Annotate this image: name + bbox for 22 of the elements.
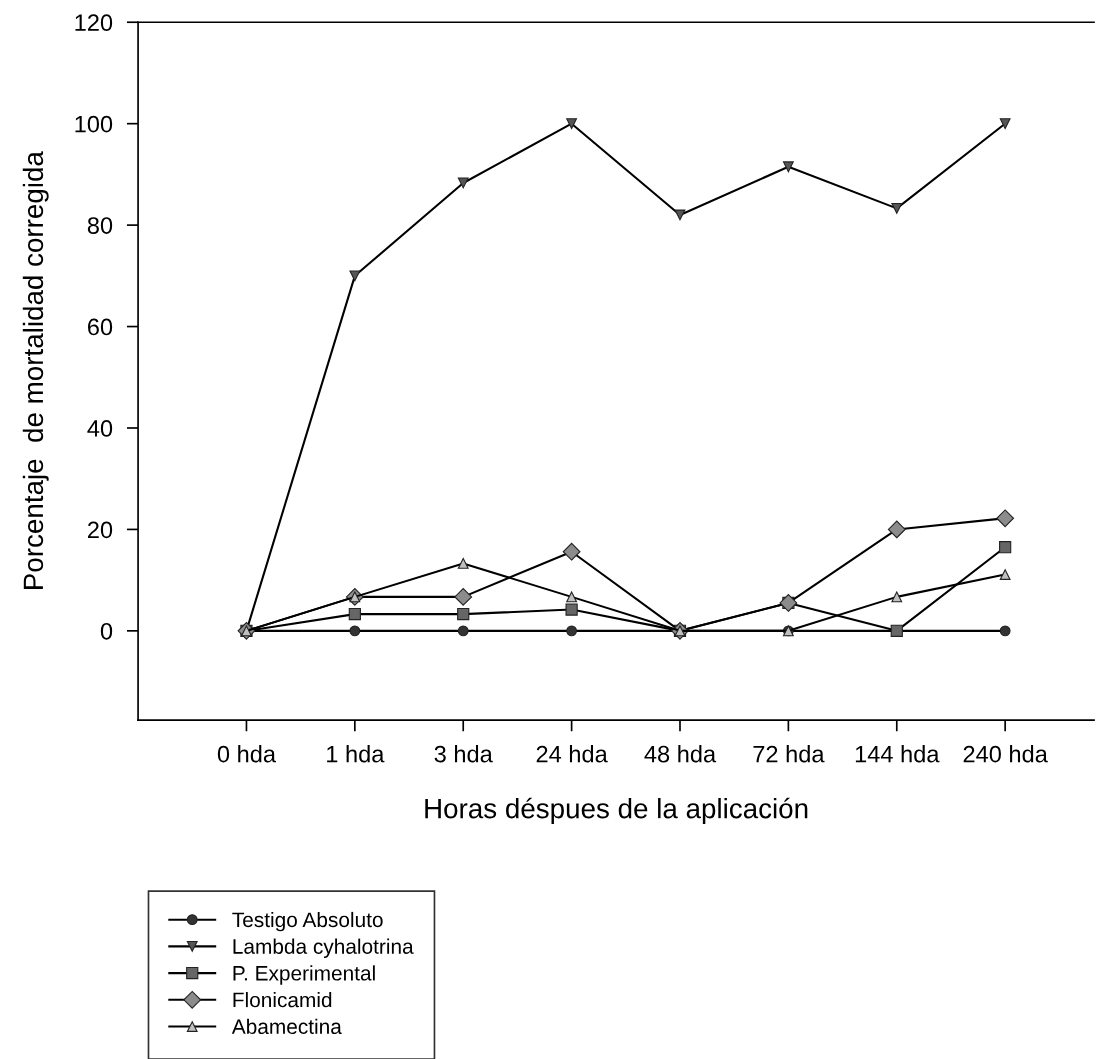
legend-label: Testigo Absoluto (232, 911, 383, 932)
y-axis-title: Porcentaje de mortalidad corregida (22, 151, 49, 589)
y-tick-label: 100 (75, 115, 113, 133)
y-tick-label: 20 (88, 521, 113, 539)
x-tick-label: 240 hda (963, 745, 1048, 763)
x-tick-label: 48 hda (644, 745, 717, 763)
x-tick-label: 144 hda (855, 745, 940, 763)
x-tick-label: 3 hda (434, 745, 493, 763)
x-tick-label: 24 hda (536, 745, 608, 763)
y-tick-label: 0 (100, 622, 113, 640)
x-tick-label: 0 hda (217, 745, 276, 763)
legend-label: Flonicamid (233, 992, 332, 1008)
legend-label: Lambda cyhalotrina (233, 938, 414, 959)
legend-label: P. Experimental (233, 965, 375, 985)
x-tick-label: 1 hda (327, 745, 385, 763)
y-tick-label: 40 (87, 420, 113, 437)
legend-label: Abamectina (231, 1018, 342, 1035)
y-tick-label: 80 (87, 217, 113, 234)
y-tick-label: 60 (88, 318, 113, 336)
y-tick-label: 120 (75, 14, 113, 32)
x-axis-title: Horas déspues de la aplicación (425, 797, 808, 824)
x-tick-label: 72 hda (753, 745, 825, 763)
